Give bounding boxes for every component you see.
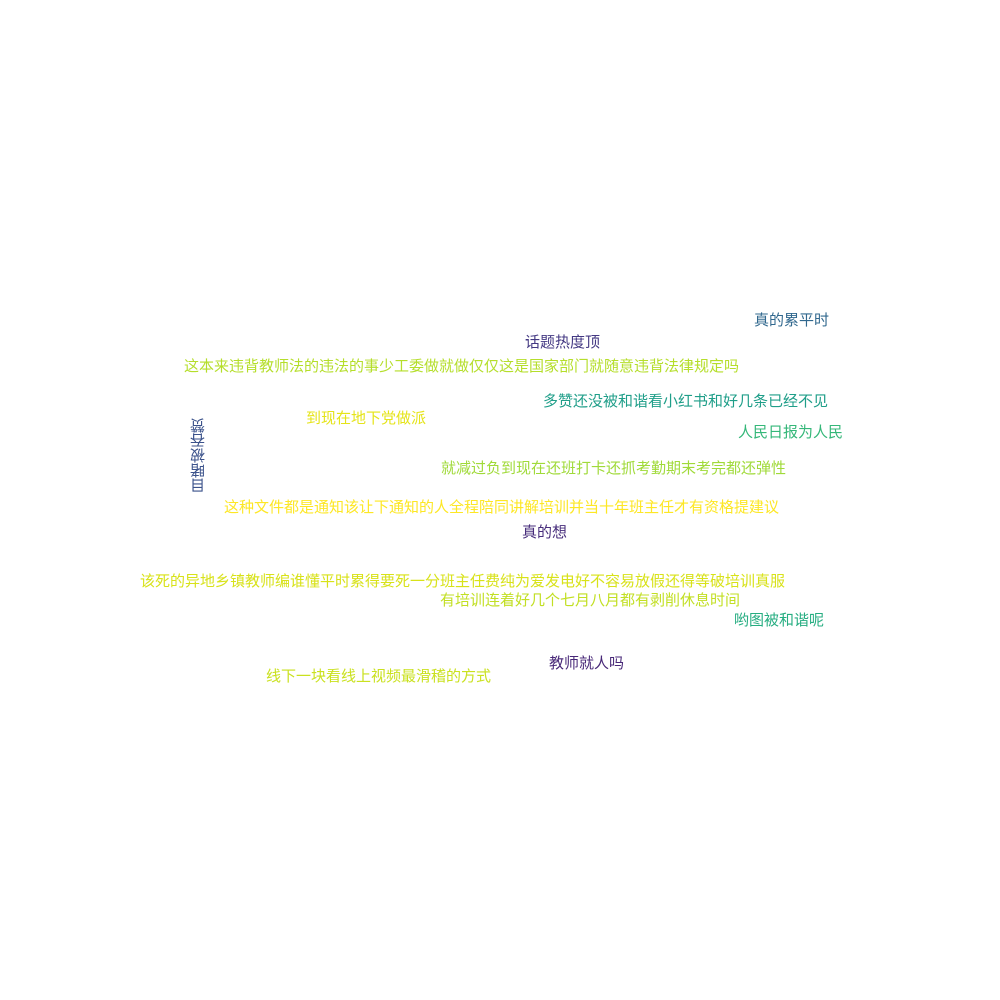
word-jiu-jian-guo-fu: 就减过负到现在还班打卡还抓考勤期末考完都还弹性: [441, 459, 787, 477]
word-duo-zan: 多赞还没被和谐看小红书和好几条已经不见: [543, 392, 829, 410]
word-mu-du-vertical: 目睹被吞赞: [189, 418, 207, 493]
word-ren-min-ri-bao: 人民日报为人民: [738, 423, 844, 441]
word-you-pei-xun: 有培训连着好几个七月八月都有剥削休息时间: [440, 591, 741, 609]
word-yo-tu: 哟图被和谐呢: [734, 611, 825, 629]
word-zhe-ben-lai: 这本来违背教师法的违法的事少工委做就做仅仅这是国家部门就随意违背法律规定吗: [184, 357, 740, 375]
word-zhen-de-lei-ping-shi: 真的累平时: [754, 311, 830, 329]
word-gai-si-de: 该死的异地乡镇教师编谁懂平时累得要死一分班主任费纯为爱发电好不容易放假还得等破培…: [140, 572, 786, 590]
word-zhen-de-xiang: 真的想: [522, 523, 568, 541]
word-dao-xian-zai: 到现在地下党做派: [306, 409, 427, 427]
word-xian-xia: 线下一块看线上视频最滑稽的方式: [266, 667, 492, 685]
word-hua-ti-re-du-ding: 话题热度顶: [525, 333, 601, 351]
word-zhe-zhong-wen-jian: 这种文件都是通知该让下通知的人全程陪同讲解培训并当十年班主任才有资格提建议: [224, 498, 780, 516]
word-jiao-shi: 教师就人吗: [549, 654, 625, 672]
